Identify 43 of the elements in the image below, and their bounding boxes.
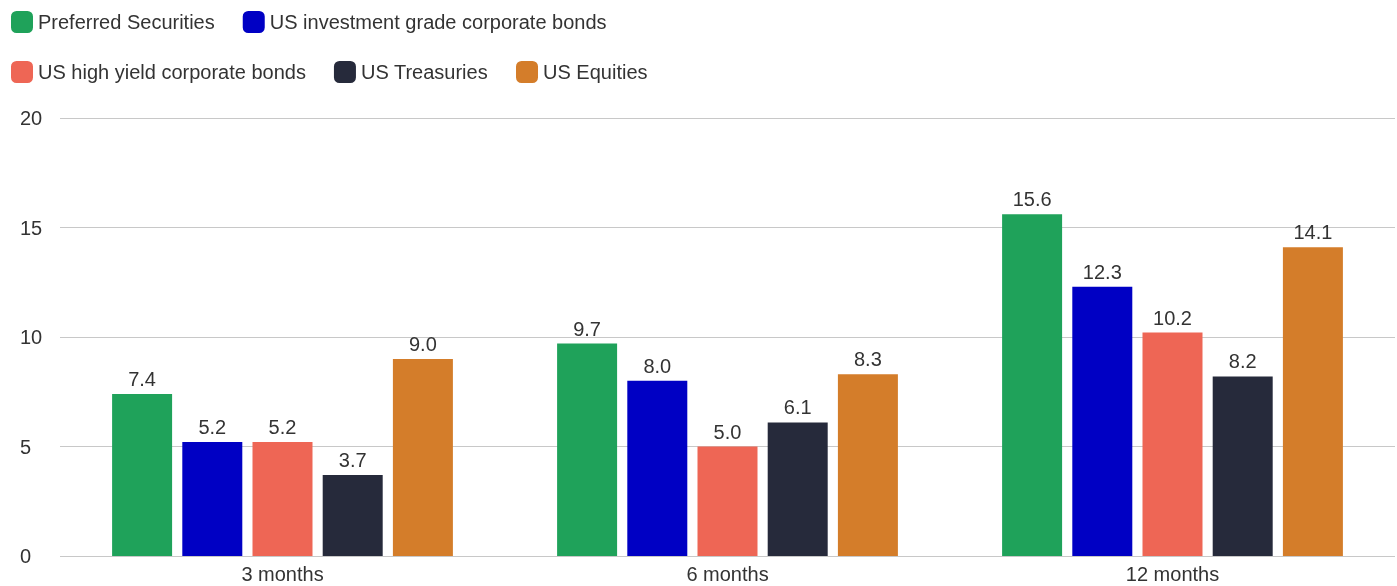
y-tick-label: 20 bbox=[20, 107, 43, 129]
data-label: 5.2 bbox=[268, 416, 297, 439]
data-label: 5.0 bbox=[713, 420, 742, 443]
data-label: 14.1 bbox=[1293, 221, 1333, 244]
bar bbox=[767, 422, 828, 556]
bar bbox=[1002, 214, 1063, 556]
bar bbox=[392, 358, 453, 556]
data-label: 9.0 bbox=[408, 332, 437, 355]
x-tick-label: 6 months bbox=[686, 563, 769, 585]
bar bbox=[837, 374, 898, 556]
bar bbox=[182, 442, 243, 556]
bar bbox=[697, 446, 758, 556]
data-label: 8.0 bbox=[643, 354, 672, 377]
y-tick-label: 5 bbox=[20, 435, 32, 458]
y-tick-label: 10 bbox=[20, 326, 43, 348]
legend-label: US investment grade corporate bonds bbox=[269, 11, 607, 33]
data-label: 15.6 bbox=[1012, 188, 1052, 211]
data-label: 8.2 bbox=[1228, 350, 1257, 373]
data-label: 5.2 bbox=[198, 416, 227, 439]
data-label: 7.4 bbox=[128, 367, 157, 390]
y-tick-label: 15 bbox=[20, 216, 43, 239]
legend-label: US Equities bbox=[543, 61, 648, 83]
legend-label: US Treasuries bbox=[360, 61, 488, 83]
legend-label: US high yield corporate bonds bbox=[38, 61, 306, 83]
bar bbox=[112, 393, 173, 556]
bar bbox=[252, 442, 313, 556]
legend-label: Preferred Securities bbox=[38, 11, 215, 33]
bar bbox=[1212, 376, 1273, 556]
data-label: 6.1 bbox=[783, 396, 812, 419]
bar bbox=[322, 474, 383, 556]
data-label: 10.2 bbox=[1153, 306, 1192, 329]
x-tick-label: 12 months bbox=[1125, 563, 1220, 585]
bar bbox=[557, 343, 618, 556]
data-label: 3.7 bbox=[338, 448, 367, 471]
bar bbox=[1282, 247, 1343, 556]
y-tick-label: 0 bbox=[20, 545, 32, 567]
data-label: 12.3 bbox=[1082, 260, 1122, 283]
bar bbox=[1142, 332, 1203, 556]
data-label: 9.7 bbox=[573, 317, 602, 340]
data-label: 8.3 bbox=[853, 348, 882, 371]
bar bbox=[1072, 286, 1133, 556]
x-tick-label: 3 months bbox=[241, 563, 324, 585]
bar bbox=[627, 380, 688, 556]
